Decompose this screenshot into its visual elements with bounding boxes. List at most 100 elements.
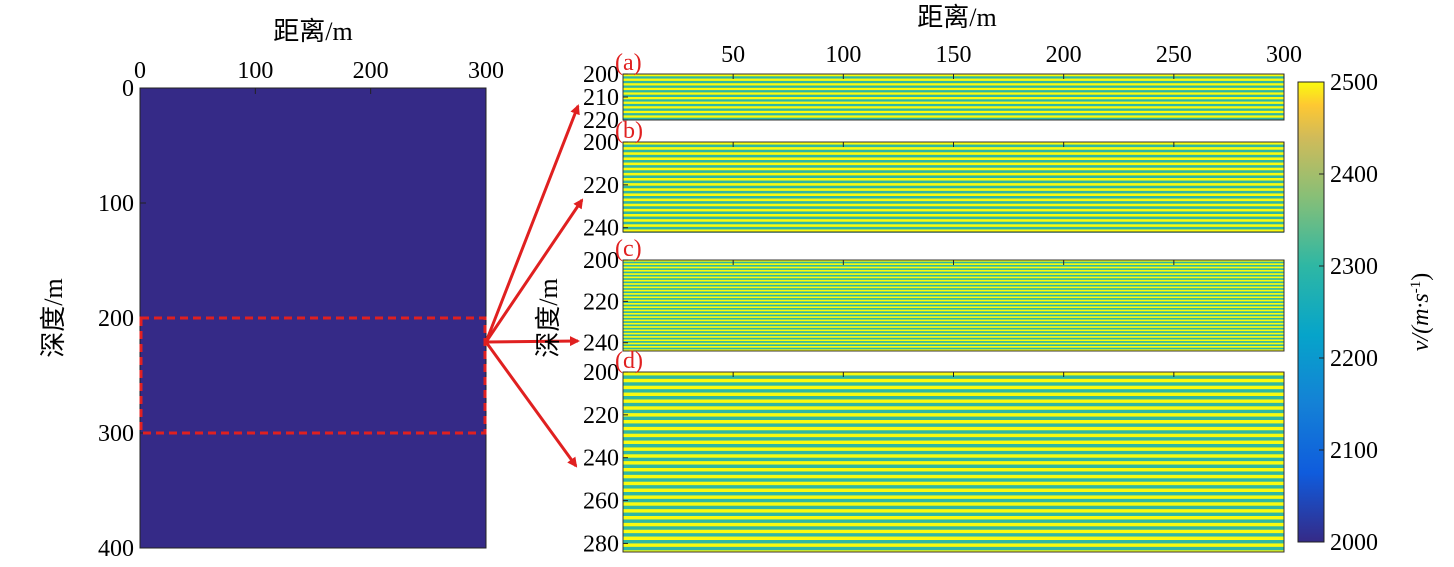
layer-band: [623, 347, 1284, 350]
layer-band: [623, 509, 1284, 513]
layer-band: [623, 522, 1284, 527]
main-x-axis-label: 距离/m: [273, 17, 352, 46]
layer-band: [623, 339, 1284, 342]
zoom-x-tick-label: 150: [936, 42, 972, 68]
layer-band: [623, 378, 1284, 383]
colorbar-tick-label: 2200: [1330, 346, 1378, 372]
layer-band: [623, 430, 1284, 435]
zoom-y-tick-label: 200: [583, 248, 619, 274]
main-y-tick-label: 0: [122, 76, 134, 102]
zoom-x-tick-label: 250: [1156, 42, 1192, 68]
zoom-arrow: [484, 198, 584, 343]
layer-band: [623, 474, 1284, 479]
layer-band: [623, 203, 1284, 207]
layer-band: [623, 170, 1284, 174]
main-panel: 0 100 200 300 0 100 200 300 400 距离/m 深度/m: [39, 17, 504, 562]
zoom-y-tick-label: 220: [583, 289, 619, 315]
layer-band: [623, 296, 1284, 299]
main-y-tick-label: 300: [98, 421, 134, 447]
zoom-y-tick-label: 240: [583, 331, 619, 357]
zoom-x-axis-label: 距离/m: [917, 3, 996, 32]
layer-band: [623, 101, 1284, 105]
layer-band: [623, 201, 1284, 205]
layer-band: [623, 478, 1284, 483]
layer-band: [623, 492, 1284, 496]
zoom-y-tick-label: 200: [583, 62, 619, 88]
layer-band: [623, 286, 1284, 289]
layer-band: [623, 103, 1284, 107]
layer-band: [623, 99, 1284, 102]
layer-band: [623, 413, 1284, 417]
layer-band: [623, 279, 1284, 282]
layer-band: [623, 311, 1284, 314]
layer-band: [623, 165, 1284, 169]
panel-label-b: (b): [615, 118, 643, 144]
zoom-x-tick-label: 300: [1266, 42, 1302, 68]
zoom-y-tick-label: 220: [583, 173, 619, 199]
zoom-x-tick-label: 50: [721, 42, 745, 68]
layer-band: [623, 546, 1284, 551]
layer-band: [623, 178, 1284, 181]
colorbar-tick-label: 2400: [1330, 162, 1378, 188]
zoom-panel-b: 200 220 240 (b): [583, 118, 1285, 242]
layer-band: [623, 322, 1284, 325]
layer-band: [623, 208, 1284, 212]
layer-band: [623, 183, 1284, 187]
layer-band: [623, 274, 1284, 277]
layer-band: [623, 276, 1284, 279]
layer-band: [623, 269, 1284, 272]
layer-band: [623, 540, 1284, 544]
panel-label-d: (d): [615, 348, 643, 374]
zoom-y-tick-label: 200: [583, 360, 619, 386]
layer-band: [623, 454, 1284, 459]
layer-band: [623, 152, 1284, 156]
layer-band: [623, 85, 1284, 89]
zoom-arrow: [484, 341, 578, 468]
layer-band: [623, 113, 1284, 116]
colorbar-ticks: 2000 2100 2200 2300 2400 2500: [1319, 70, 1378, 556]
layer-band: [623, 83, 1284, 86]
layer-band: [623, 396, 1284, 400]
layer-band: [623, 319, 1284, 322]
layer-band: [623, 304, 1284, 307]
layer-band: [623, 329, 1284, 332]
layer-band: [623, 385, 1284, 390]
layer-band: [623, 80, 1284, 84]
layer-band: [623, 288, 1284, 291]
layer-band: [623, 307, 1284, 310]
layer-band: [623, 299, 1284, 302]
layer-band: [623, 444, 1284, 448]
layer-band: [623, 464, 1284, 469]
layer-band: [623, 406, 1284, 411]
layer-band: [623, 172, 1284, 176]
layer-band: [623, 309, 1284, 312]
layer-band: [623, 433, 1284, 438]
layer-band: [623, 447, 1284, 452]
layer-band: [623, 440, 1284, 445]
zoom-arrow: [485, 336, 580, 347]
layer-band: [623, 281, 1284, 284]
layer-band: [623, 321, 1284, 324]
layer-band: [623, 324, 1284, 327]
colorbar: 2000 2100 2200 2300 2400 2500 v/(m·s-1): [1297, 70, 1434, 556]
layer-band: [623, 375, 1284, 380]
layer-band: [623, 461, 1284, 465]
layer-band: [623, 314, 1284, 317]
layer-band: [623, 409, 1284, 414]
zoom-y-tick-label: 200: [583, 130, 619, 156]
zoom-y-tick-label: 210: [583, 85, 619, 111]
layer-band: [623, 92, 1284, 95]
main-y-tick-label: 200: [98, 306, 134, 332]
layer-band: [623, 516, 1284, 520]
colorbar-label-close: ): [1408, 273, 1434, 281]
zoom-x-tick-label: 100: [825, 42, 861, 68]
colorbar-tick-label: 2500: [1330, 70, 1378, 96]
layer-band: [623, 283, 1284, 286]
zoom-arrow: [484, 104, 580, 343]
layer-band: [623, 426, 1284, 431]
zoom-y-tick-label: 240: [583, 446, 619, 472]
layer-band: [623, 193, 1284, 197]
layer-band: [623, 293, 1284, 296]
zoom-panel-d: 200 220 240 260 280 (d): [583, 348, 1285, 557]
layer-band: [623, 326, 1284, 329]
